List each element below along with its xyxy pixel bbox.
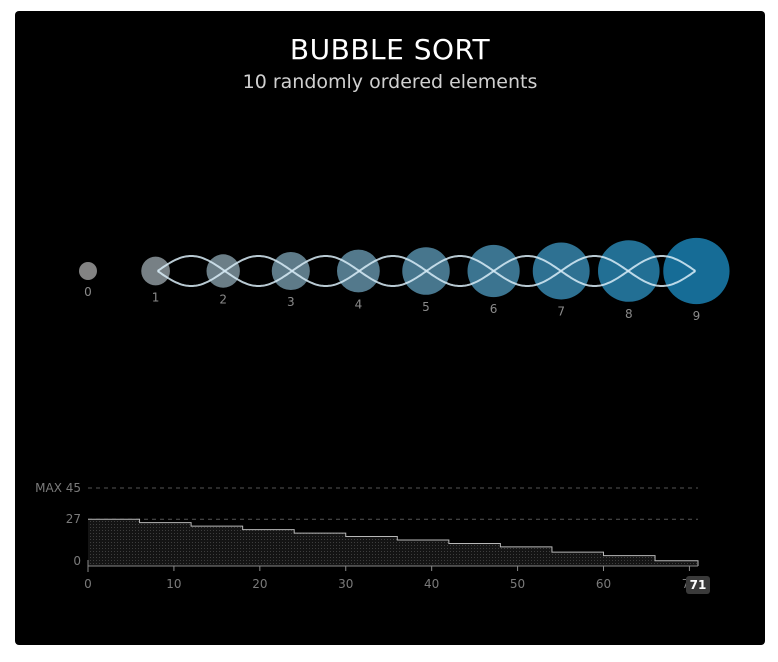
max-label: MAX 45: [35, 481, 81, 495]
x-tick-label: 20: [252, 577, 267, 591]
x-tick-label: 30: [338, 577, 353, 591]
bubble-label: 3: [287, 295, 295, 309]
bubble-label: 8: [625, 307, 633, 321]
bubble-label: 1: [152, 290, 160, 304]
bubble-1: [141, 256, 170, 286]
y-tick-label: 27: [66, 512, 81, 526]
comparisons-line: [88, 518, 699, 566]
y-tick-label: 0: [73, 554, 81, 568]
x-ticks: 010203040506070: [84, 566, 697, 591]
bubble-9: [663, 237, 730, 305]
x-tick-label: 0: [84, 577, 92, 591]
bubble-label: 6: [490, 302, 498, 316]
page-subtitle: 10 randomly ordered elements: [242, 71, 538, 93]
bubble-labels-layer: 0 1 2 3 4 5 6 7 8 9: [84, 285, 700, 323]
bubble-label: 2: [219, 293, 227, 307]
bubble-label: 9: [693, 309, 701, 323]
swap-curve-lower: [157, 255, 696, 287]
comparison-chart: MAX 45 27 0 010203040506070 71: [35, 481, 710, 594]
current-step-badge: 71: [686, 576, 710, 594]
x-tick-label: 60: [596, 577, 611, 591]
badge-background: [686, 576, 710, 594]
x-tick-label: 50: [510, 577, 525, 591]
swap-curves-layer: [157, 255, 696, 287]
bubble-label: 5: [422, 300, 430, 314]
bubble-0: [79, 262, 97, 280]
visualization-panel: BUBBLE SORT 10 randomly ordered elements…: [15, 11, 765, 645]
bubble-label: 7: [557, 304, 565, 318]
bubble-label: 0: [84, 285, 92, 299]
page-title: BUBBLE SORT: [289, 33, 491, 66]
bubble-label: 4: [355, 297, 363, 311]
bubbles-layer: [79, 237, 730, 305]
comparisons-area: [88, 519, 698, 566]
x-tick-label: 40: [424, 577, 439, 591]
badge-value: 71: [690, 578, 707, 592]
x-tick-label: 10: [166, 577, 181, 591]
